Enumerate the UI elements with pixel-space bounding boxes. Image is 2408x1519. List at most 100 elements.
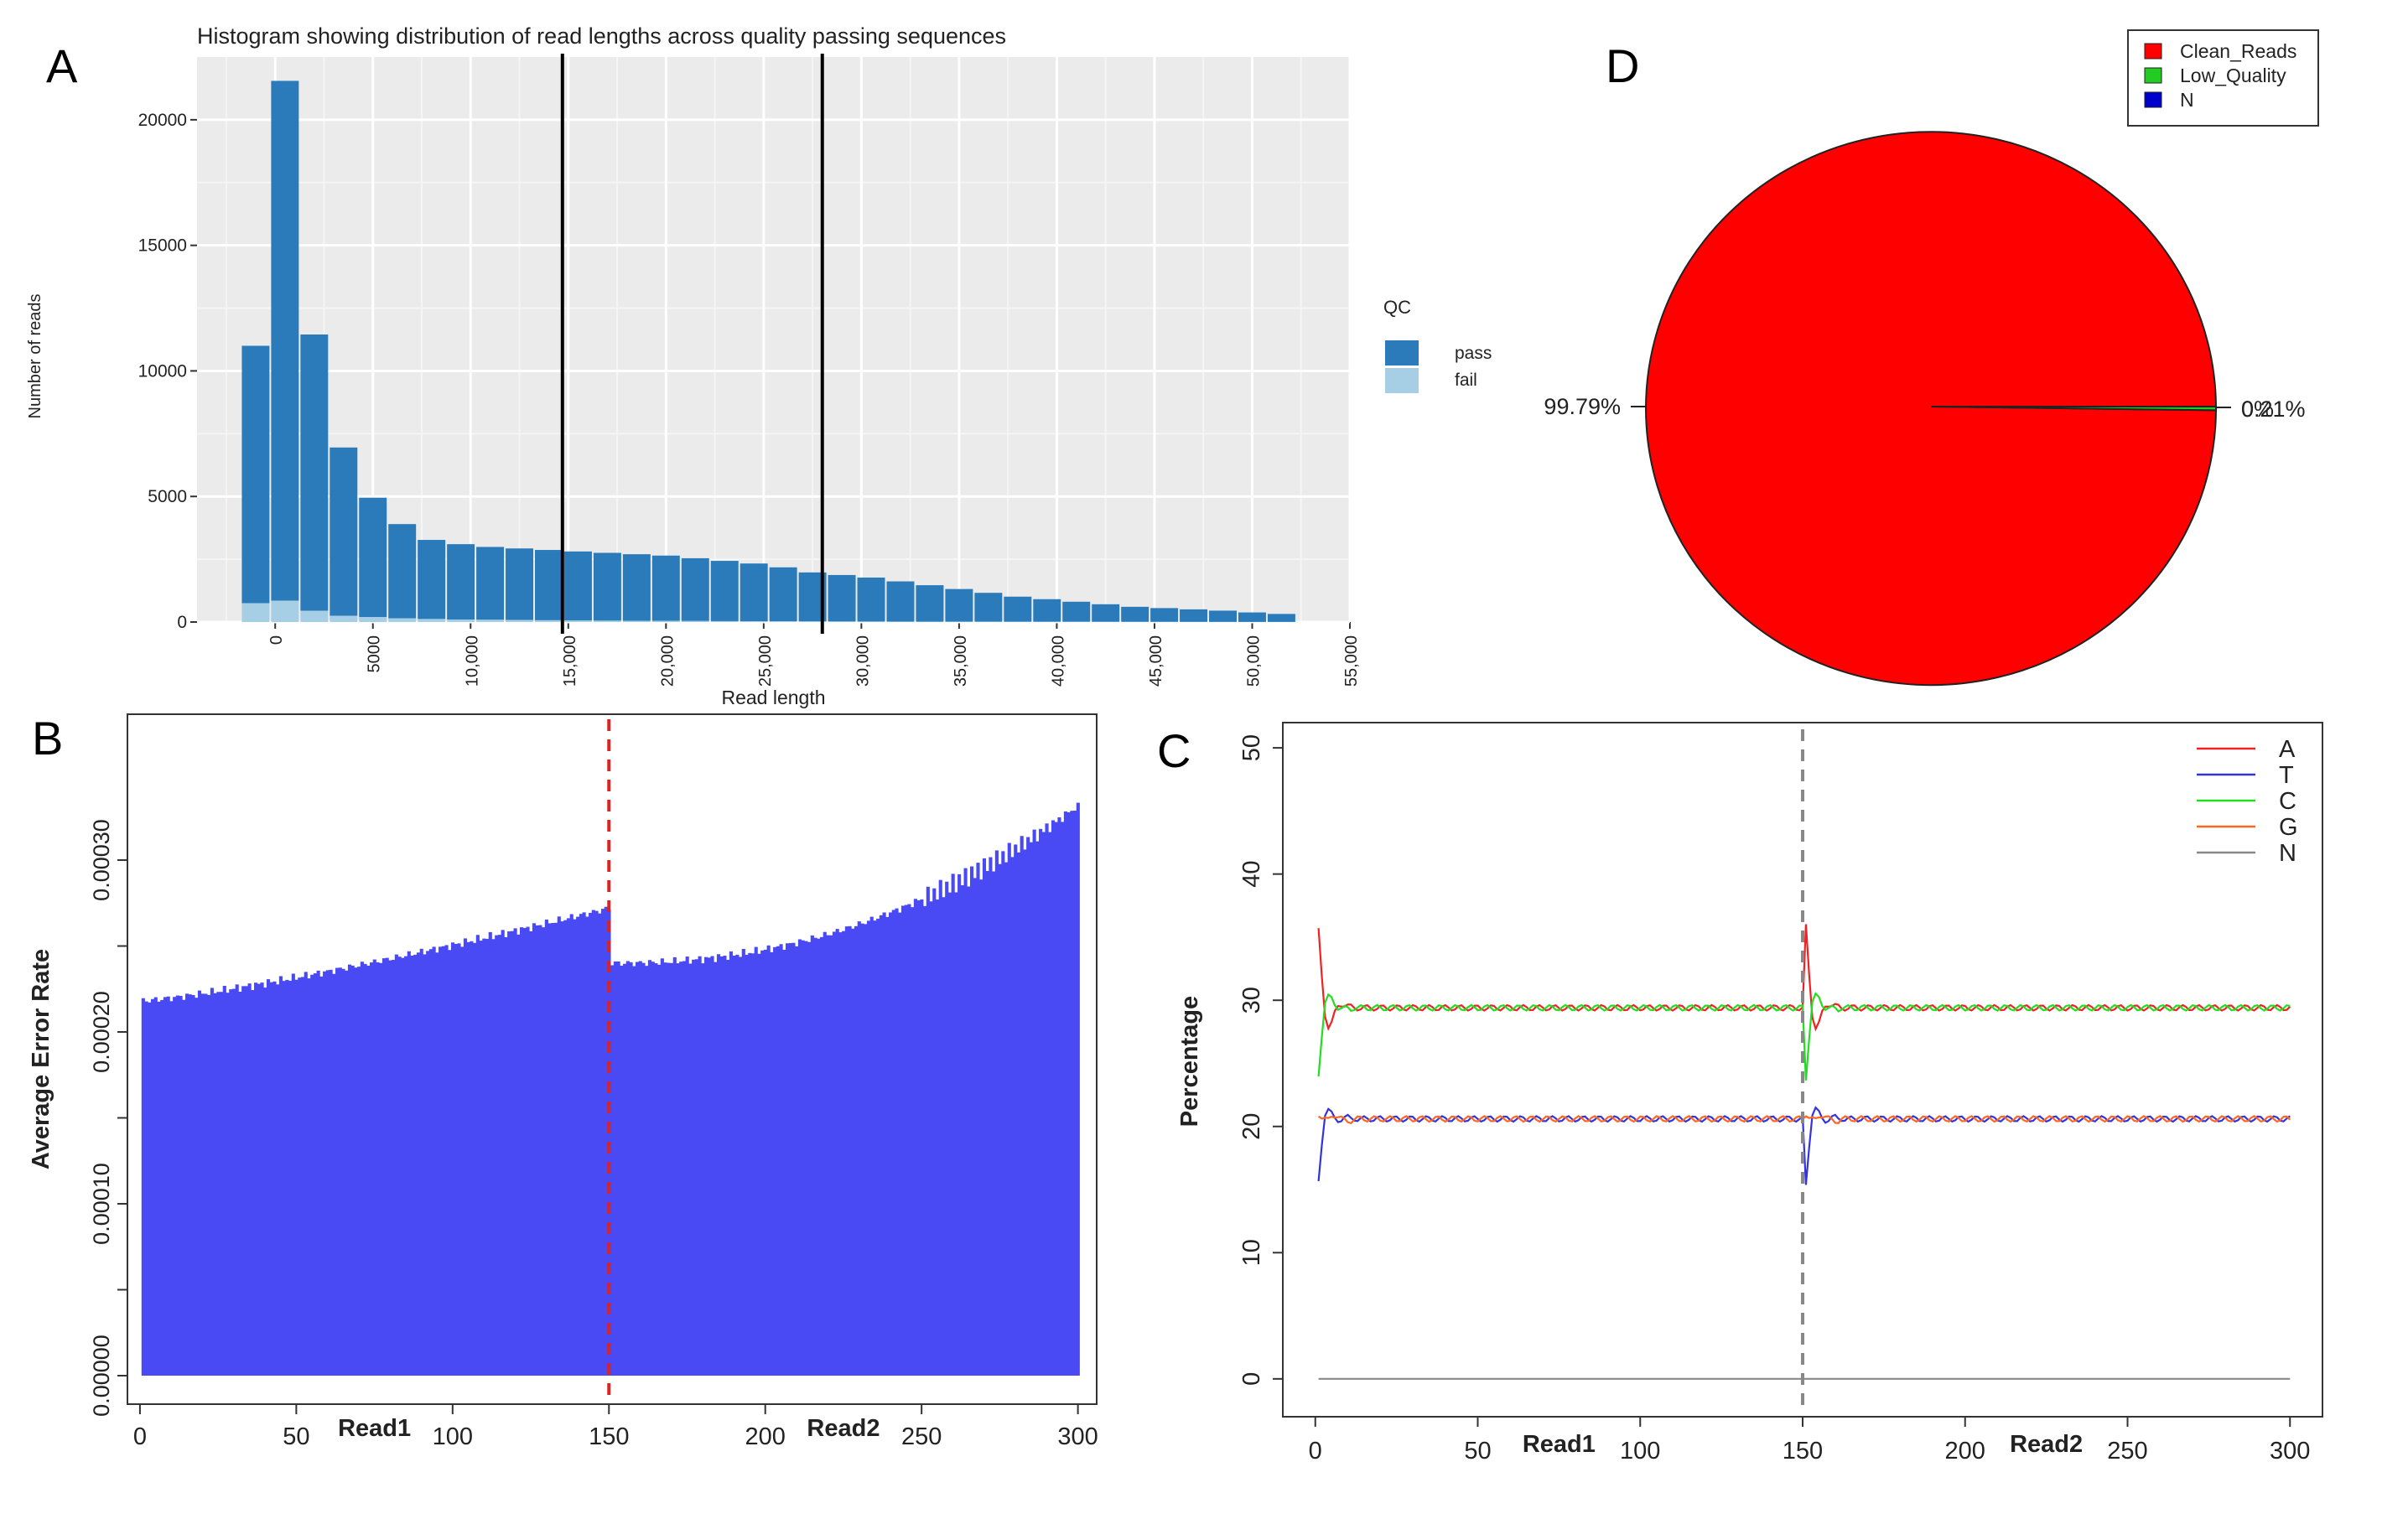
error-bar bbox=[207, 994, 211, 1376]
error-bar bbox=[350, 965, 355, 1376]
error-bar bbox=[613, 961, 617, 1376]
error-bar bbox=[504, 936, 508, 1376]
error-bar bbox=[739, 957, 743, 1376]
chart-title: Histogram showing distribution of read l… bbox=[197, 23, 1006, 49]
error-bar bbox=[235, 984, 239, 1376]
error-bar bbox=[538, 925, 542, 1376]
error-bar bbox=[851, 928, 855, 1376]
legend-label-pass: pass bbox=[1455, 344, 1492, 363]
error-bar bbox=[891, 910, 895, 1376]
error-bar bbox=[488, 931, 492, 1376]
error-bar bbox=[1016, 852, 1021, 1376]
read1-label: Read1 bbox=[1523, 1431, 1596, 1458]
error-bar bbox=[701, 963, 705, 1376]
error-bar bbox=[473, 942, 477, 1376]
error-bar bbox=[932, 888, 937, 1376]
pie-label-clean-reads: 99.79% bbox=[1544, 394, 1621, 419]
bar-pass bbox=[535, 550, 563, 620]
x-tick-label: 150 bbox=[1783, 1438, 1823, 1465]
error-bar bbox=[672, 957, 677, 1376]
error-bar bbox=[379, 962, 383, 1376]
error-bar bbox=[319, 976, 324, 1376]
bar-fail bbox=[241, 603, 270, 622]
error-bar bbox=[316, 970, 320, 1376]
bar-pass bbox=[330, 447, 358, 616]
panel-label-c: C bbox=[1157, 724, 1191, 777]
bar-fail bbox=[418, 619, 446, 622]
panel-label-d: D bbox=[1606, 39, 1639, 92]
error-bar bbox=[439, 946, 443, 1376]
error-bar bbox=[629, 962, 633, 1376]
read1-label: Read1 bbox=[338, 1415, 411, 1442]
pie-label-low-quality: 0.21% bbox=[2241, 397, 2306, 422]
error-bar bbox=[529, 931, 533, 1376]
bar-pass bbox=[300, 334, 329, 611]
error-bar bbox=[410, 955, 414, 1376]
error-bar bbox=[604, 906, 608, 1376]
error-bar bbox=[1020, 836, 1024, 1376]
error-bar bbox=[669, 962, 674, 1376]
bar-fail bbox=[740, 621, 768, 622]
error-bar bbox=[654, 963, 658, 1376]
error-bar bbox=[807, 941, 812, 1376]
error-bar bbox=[735, 954, 740, 1376]
bar-pass bbox=[1004, 596, 1032, 622]
y-tick-label: 0.00020 bbox=[89, 991, 114, 1073]
bar-fail bbox=[710, 620, 739, 622]
error-bar bbox=[585, 916, 589, 1376]
error-bar bbox=[325, 970, 330, 1376]
error-bar bbox=[635, 962, 640, 1376]
bar-pass bbox=[857, 577, 885, 622]
error-bar bbox=[869, 916, 874, 1376]
error-bar bbox=[704, 957, 708, 1376]
x-axis-label: Read length bbox=[721, 687, 825, 708]
error-bar bbox=[882, 912, 886, 1376]
error-bar bbox=[441, 946, 445, 1376]
error-bar bbox=[457, 943, 461, 1376]
error-bar bbox=[920, 899, 924, 1376]
error-bar bbox=[513, 928, 517, 1376]
error-bar bbox=[1045, 823, 1049, 1376]
error-bar bbox=[175, 995, 179, 1376]
error-bar bbox=[957, 874, 962, 1376]
error-bar bbox=[300, 977, 305, 1376]
error-bar bbox=[257, 983, 261, 1376]
error-bar bbox=[278, 976, 283, 1376]
error-bar bbox=[426, 951, 430, 1376]
error-bar bbox=[797, 939, 802, 1376]
bar-pass bbox=[593, 552, 621, 621]
legend-label-t: T bbox=[2279, 762, 2294, 789]
error-bar bbox=[1039, 828, 1043, 1376]
error-bar bbox=[904, 905, 908, 1376]
error-bar bbox=[963, 868, 968, 1376]
error-bar bbox=[360, 962, 364, 1376]
error-bar bbox=[982, 858, 987, 1376]
error-bar bbox=[810, 935, 814, 1376]
error-bar bbox=[157, 1001, 161, 1376]
error-bar bbox=[710, 956, 714, 1376]
error-bar bbox=[1061, 822, 1065, 1376]
error-bar bbox=[1057, 817, 1061, 1376]
bar-fail bbox=[359, 617, 387, 622]
error-bar bbox=[260, 982, 264, 1376]
error-bar bbox=[542, 927, 546, 1376]
plot-frame bbox=[127, 713, 1098, 1405]
error-bar bbox=[282, 981, 286, 1376]
error-bar bbox=[397, 957, 402, 1376]
bar-pass bbox=[447, 544, 475, 620]
error-bar bbox=[719, 956, 724, 1376]
error-bar bbox=[748, 952, 752, 1376]
bar-pass bbox=[651, 555, 680, 621]
bar-pass bbox=[1209, 610, 1237, 622]
error-bar bbox=[1001, 851, 1005, 1376]
x-tick-label: 200 bbox=[745, 1423, 786, 1450]
panel-d: D 99.79% 0.21%0% Clean_Reads Low_Quality N bbox=[1544, 29, 2319, 687]
error-bar bbox=[323, 971, 327, 1376]
bar-pass bbox=[886, 581, 915, 622]
error-bar bbox=[967, 886, 971, 1376]
bar-pass bbox=[241, 345, 270, 604]
bar-pass bbox=[563, 551, 592, 621]
error-bar bbox=[148, 1002, 152, 1376]
error-bar bbox=[985, 871, 989, 1376]
x-tick-label: 250 bbox=[2107, 1438, 2147, 1465]
